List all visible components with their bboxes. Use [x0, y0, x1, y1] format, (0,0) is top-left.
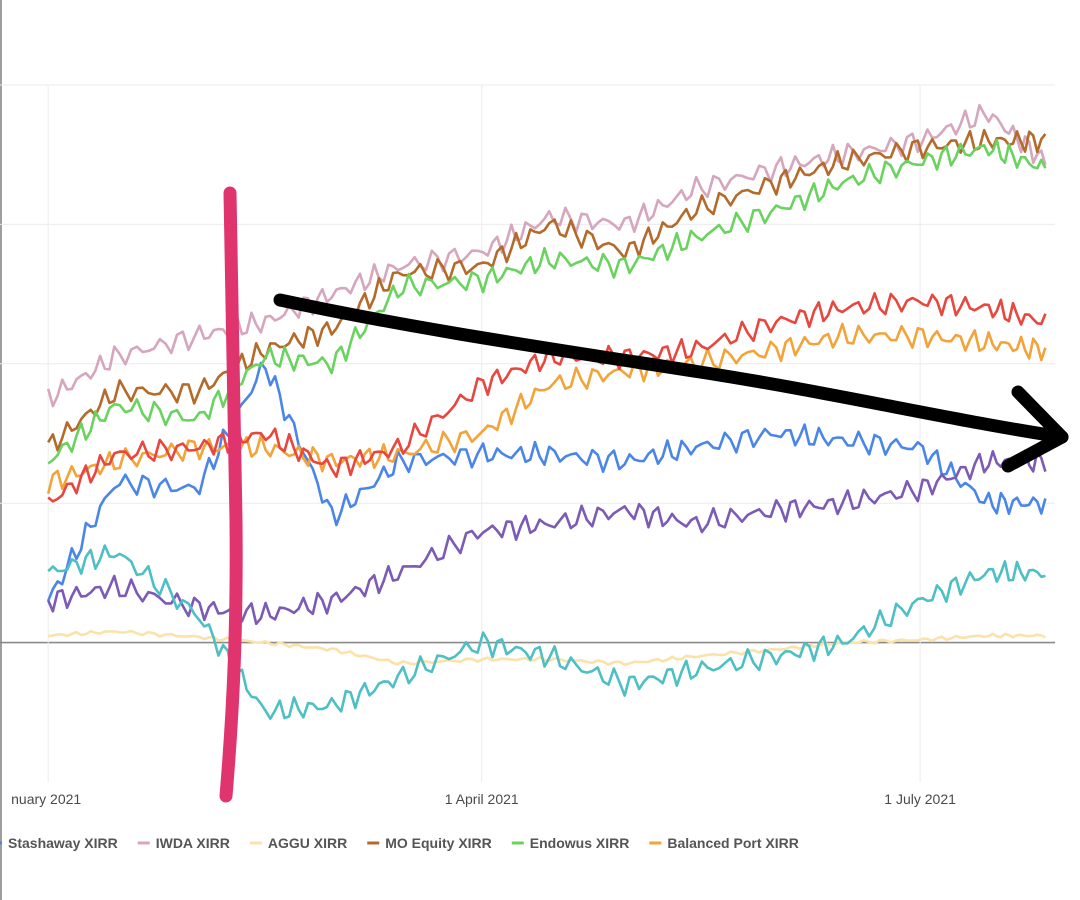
grid: [0, 84, 1055, 782]
legend-label: Stashaway XIRR: [8, 835, 118, 851]
series-line-endowus-xirr: [47, 138, 1047, 465]
series-line-unlabeled-8: [47, 544, 1046, 721]
legend: Stashaway XIRR IWDA XIRR AGGU XIRR MO Equit…: [0, 835, 799, 851]
pink-vertical-marker: [219, 186, 243, 803]
legend-label: Balanced Port XIRR: [667, 835, 798, 851]
series-line-stashaway-xirr: [46, 361, 1047, 602]
series-line-aggu-xirr: [48, 629, 1046, 667]
legend-label: Endowus XIRR: [530, 835, 630, 851]
black-arrow-head: [1001, 385, 1069, 473]
legend-label: IWDA XIRR: [156, 835, 230, 851]
series-line-mo-equity-xirr: [47, 128, 1047, 452]
series-line-balanced-port-xirr: [46, 322, 1047, 495]
x-tick-label: 1 July 2021: [884, 791, 956, 807]
window-edge: [0, 0, 2, 900]
x-axis-ticks: nuary 2021 1 April 2021 1 July 2021: [11, 791, 956, 807]
series-lines: [46, 103, 1047, 721]
series-line-iwda-xirr: [46, 103, 1047, 408]
series-line-unlabeled-7: [47, 449, 1047, 626]
legend-label: MO Equity XIRR: [385, 835, 492, 851]
legend-label: AGGU XIRR: [268, 835, 347, 851]
x-tick-label: 1 April 2021: [445, 791, 519, 807]
black-arrow-shaft: [273, 293, 1069, 444]
x-tick-label: nuary 2021: [11, 791, 81, 807]
annotations: [219, 186, 1069, 803]
